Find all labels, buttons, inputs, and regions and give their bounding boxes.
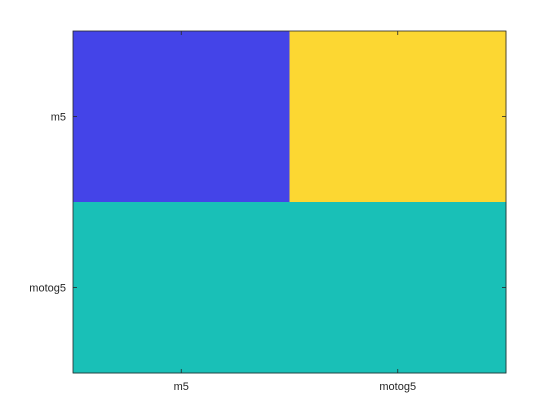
y-tick-labels: m5 motog5: [29, 112, 66, 295]
axis-ticks: [73, 31, 506, 373]
heatmap-cell: [73, 31, 290, 203]
heatmap-cells: [73, 31, 507, 374]
y-tick-label: m5: [51, 112, 66, 124]
heatmap-cell: [289, 31, 507, 203]
x-tick-label: m5: [174, 381, 189, 393]
heatmap-cell: [289, 202, 507, 374]
x-tick-label: motog5: [379, 381, 416, 393]
axes-box: [72, 30, 507, 374]
x-tick-labels: m5 motog5: [174, 381, 416, 393]
heatmap-cell: [73, 202, 290, 374]
y-tick-label: motog5: [29, 283, 66, 295]
